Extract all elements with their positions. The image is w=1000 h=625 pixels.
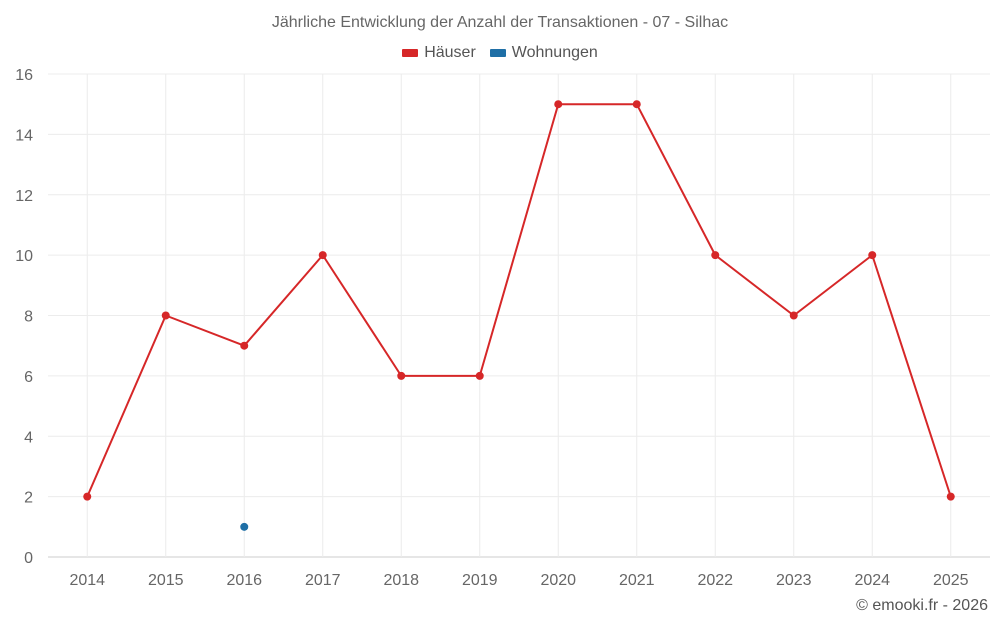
y-tick-label: 14 bbox=[15, 127, 33, 144]
y-tick-label: 2 bbox=[24, 490, 33, 507]
data-point-haeuser[interactable] bbox=[789, 311, 798, 320]
x-tick-label: 2019 bbox=[462, 572, 498, 589]
x-tick-label: 2018 bbox=[383, 572, 419, 589]
legend: Häuser Wohnungen bbox=[0, 44, 1000, 62]
x-tick-label: 2016 bbox=[226, 572, 262, 589]
x-tick-label: 2023 bbox=[776, 572, 812, 589]
data-point-haeuser[interactable] bbox=[83, 492, 92, 501]
y-tick-label: 10 bbox=[15, 248, 33, 265]
legend-label-wohnungen: Wohnungen bbox=[511, 44, 598, 61]
data-point-haeuser[interactable] bbox=[318, 251, 327, 260]
x-tick-label: 2025 bbox=[933, 572, 969, 589]
x-tick-label: 2017 bbox=[305, 572, 341, 589]
series-line-haeuser bbox=[86, 103, 952, 498]
x-tick-label: 2024 bbox=[854, 572, 890, 589]
legend-item-wohnungen[interactable]: Wohnungen bbox=[489, 44, 598, 62]
legend-item-haeuser[interactable]: Häuser bbox=[402, 44, 476, 62]
legend-label-haeuser: Häuser bbox=[424, 44, 476, 61]
data-point-haeuser[interactable] bbox=[946, 492, 955, 501]
credit-text: © emooki.fr - 2026 bbox=[856, 597, 988, 614]
data-point-haeuser[interactable] bbox=[475, 371, 484, 380]
y-tick-label: 4 bbox=[24, 429, 33, 446]
x-tick-label: 2021 bbox=[619, 572, 655, 589]
y-tick-label: 8 bbox=[24, 309, 33, 326]
y-tick-label: 16 bbox=[15, 67, 33, 84]
y-tick-label: 6 bbox=[24, 369, 33, 386]
y-tick-label: 0 bbox=[24, 550, 33, 567]
x-tick-label: 2022 bbox=[697, 572, 733, 589]
data-point-wohnungen[interactable] bbox=[240, 522, 249, 531]
chart-title: Jährliche Entwicklung der Anzahl der Tra… bbox=[271, 14, 729, 31]
data-point-haeuser[interactable] bbox=[240, 341, 249, 350]
data-point-haeuser[interactable] bbox=[711, 251, 720, 260]
legend-swatch-haeuser bbox=[402, 49, 419, 57]
x-tick-label: 2014 bbox=[69, 572, 105, 589]
data-point-haeuser[interactable] bbox=[632, 100, 641, 109]
data-point-haeuser[interactable] bbox=[554, 100, 563, 109]
x-tick-label: 2020 bbox=[540, 572, 576, 589]
y-tick-label: 12 bbox=[15, 188, 33, 205]
data-point-haeuser[interactable] bbox=[397, 371, 406, 380]
legend-swatch-wohnungen bbox=[489, 49, 506, 57]
x-tick-label: 2015 bbox=[148, 572, 184, 589]
data-point-haeuser[interactable] bbox=[868, 251, 877, 260]
data-point-haeuser[interactable] bbox=[161, 311, 170, 320]
